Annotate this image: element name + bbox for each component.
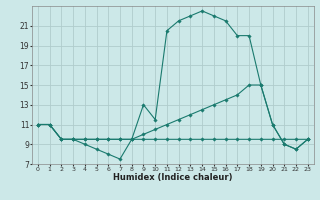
X-axis label: Humidex (Indice chaleur): Humidex (Indice chaleur) bbox=[113, 173, 233, 182]
